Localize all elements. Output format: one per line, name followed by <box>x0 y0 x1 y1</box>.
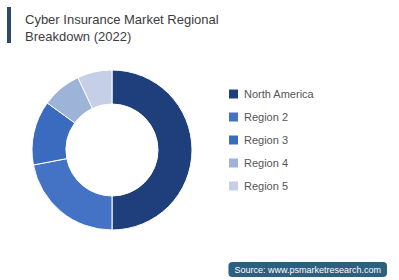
svg-text:Region 3: Region 3 <box>244 134 288 146</box>
svg-text:Region 2: Region 2 <box>244 111 288 123</box>
svg-text:Source: www.psmarketresearch.c: Source: www.psmarketresearch.com <box>234 265 381 275</box>
svg-text:North America: North America <box>244 88 315 100</box>
svg-text:Region 5: Region 5 <box>244 180 288 192</box>
svg-text:Region 4: Region 4 <box>244 157 288 169</box>
svg-text:Breakdown (2022): Breakdown (2022) <box>25 29 131 44</box>
svg-text:Cyber Insurance Market Regiona: Cyber Insurance Market Regional <box>25 12 219 27</box>
